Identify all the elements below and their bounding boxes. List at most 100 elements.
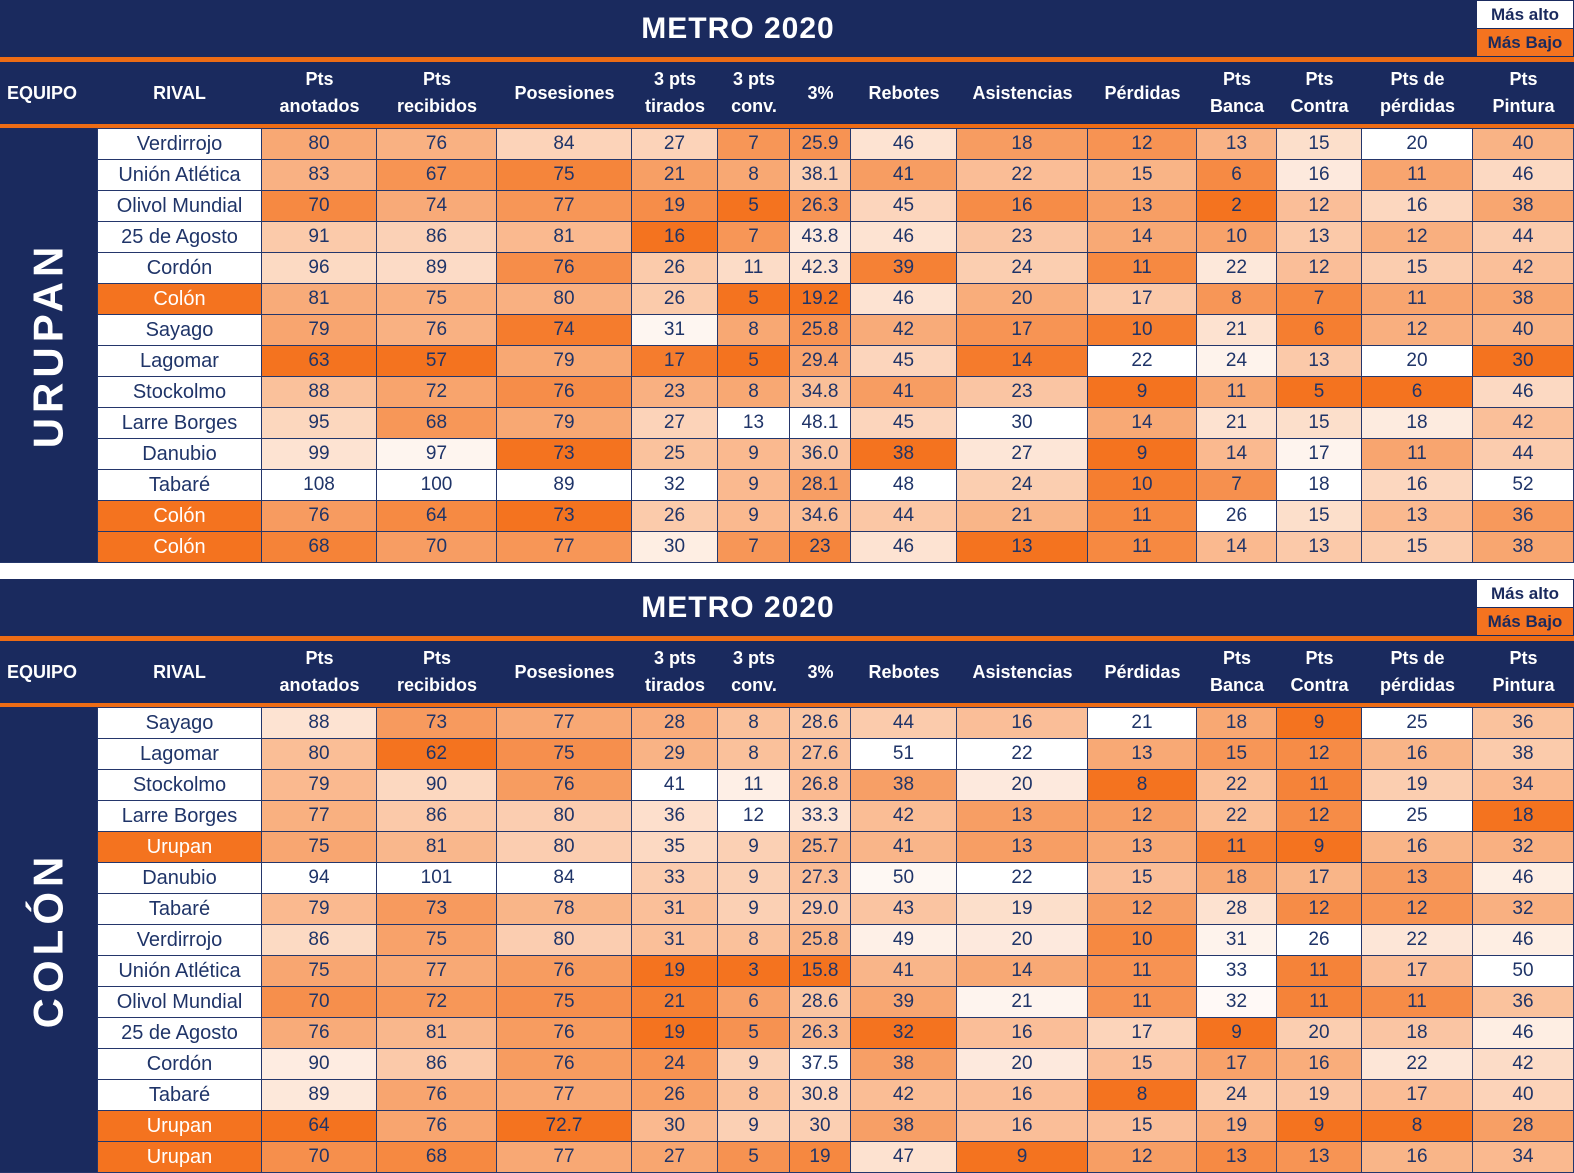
column-header-pts-anotados: Pts anotados (262, 62, 377, 124)
stat-cell-pts-recibidos: 86 (377, 1048, 497, 1079)
stat-cell-posesiones: 80 (497, 924, 632, 955)
column-header-pts-recibidos: Pts recibidos (377, 62, 497, 124)
stat-cell-asistencias: 16 (957, 1079, 1088, 1110)
stat-cell-pts-de-perdidas: 11 (1362, 438, 1473, 469)
stat-cell-pts-banca: 2 (1197, 190, 1277, 221)
stat-cell-tres-pts-tirados: 26 (632, 252, 718, 283)
column-header-label: Pts (1305, 69, 1334, 89)
stat-cell-pts-recibidos: 68 (377, 407, 497, 438)
stat-cell-asistencias: 16 (957, 190, 1088, 221)
stat-cell-tres-pts-conv: 7 (718, 221, 790, 252)
stat-cell-perdidas: 22 (1088, 345, 1197, 376)
column-header-pts-recibidos: Pts recibidos (377, 641, 497, 703)
stat-cell-tres-pct: 43.8 (790, 221, 851, 252)
stat-cell-pts-recibidos: 75 (377, 283, 497, 314)
stat-cell-posesiones: 77 (497, 1079, 632, 1110)
column-header-label: Contra (1290, 96, 1349, 116)
stat-cell-posesiones: 75 (497, 738, 632, 769)
stat-cell-asistencias: 18 (957, 128, 1088, 159)
stat-cell-pts-contra: 6 (1277, 314, 1362, 345)
stat-cell-pts-contra: 12 (1277, 800, 1362, 831)
stat-cell-tres-pts-conv: 7 (718, 531, 790, 562)
stat-cell-posesiones: 75 (497, 159, 632, 190)
stat-cell-tres-pts-tirados: 30 (632, 1110, 718, 1141)
stat-cell-pts-pintura: 42 (1473, 252, 1574, 283)
stat-cell-tres-pts-tirados: 19 (632, 955, 718, 986)
stat-cell-pts-recibidos: 76 (377, 1110, 497, 1141)
stat-cell-rebotes: 38 (851, 1110, 957, 1141)
stat-cell-posesiones: 73 (497, 438, 632, 469)
divider-line (0, 124, 1574, 128)
column-header-label: Banca (1209, 675, 1265, 695)
stat-cell-pts-anotados: 75 (262, 955, 377, 986)
stat-cell-perdidas: 17 (1088, 283, 1197, 314)
column-header-label: Banca (1209, 96, 1265, 116)
stat-cell-tres-pts-tirados: 41 (632, 769, 718, 800)
stat-cell-pts-anotados: 81 (262, 283, 377, 314)
column-header-label: conv. (731, 96, 777, 116)
column-header-label: Pts de (1390, 648, 1445, 668)
stat-cell-posesiones: 77 (497, 707, 632, 738)
rival-cell: Lagomar (97, 345, 262, 376)
rival-cell: Danubio (97, 438, 262, 469)
column-header-label: Pts (305, 69, 334, 89)
stat-cell-rebotes: 41 (851, 159, 957, 190)
stat-cell-pts-pintura: 46 (1473, 924, 1574, 955)
stat-cell-perdidas: 14 (1088, 221, 1197, 252)
rival-cell: Colón (97, 283, 262, 314)
stat-cell-tres-pct: 29.4 (790, 345, 851, 376)
stat-cell-perdidas: 11 (1088, 500, 1197, 531)
stat-cell-pts-de-perdidas: 8 (1362, 1110, 1473, 1141)
stat-cell-rebotes: 46 (851, 128, 957, 159)
stat-cell-tres-pct: 33.3 (790, 800, 851, 831)
stat-cell-posesiones: 77 (497, 1141, 632, 1172)
stat-cell-pts-de-perdidas: 25 (1362, 800, 1473, 831)
stat-cell-rebotes: 32 (851, 1017, 957, 1048)
stat-cell-asistencias: 9 (957, 1141, 1088, 1172)
stat-cell-tres-pct: 30.8 (790, 1079, 851, 1110)
stat-cell-asistencias: 22 (957, 862, 1088, 893)
column-header-label: Pts (1222, 69, 1251, 89)
stat-cell-tres-pts-conv: 11 (718, 252, 790, 283)
column-header-label: conv. (731, 675, 777, 695)
column-header-rival: RIVAL (97, 62, 262, 124)
column-header-posesiones: Posesiones (497, 641, 632, 703)
stat-cell-asistencias: 13 (957, 800, 1088, 831)
stat-cell-pts-pintura: 40 (1473, 128, 1574, 159)
stat-cell-pts-anotados: 79 (262, 314, 377, 345)
column-header-label: anotados (279, 96, 360, 116)
column-header-label: Pérdidas (1104, 82, 1181, 103)
column-header-label: recibidos (396, 96, 478, 116)
legend-highest: Más alto (1476, 0, 1574, 29)
stat-cell-tres-pct: 26.3 (790, 190, 851, 221)
column-header-label: Pintura (1492, 675, 1555, 695)
stat-cell-tres-pts-conv: 8 (718, 159, 790, 190)
stat-cell-pts-de-perdidas: 11 (1362, 159, 1473, 190)
stat-cell-rebotes: 45 (851, 345, 957, 376)
color-scale-legend: Más alto Más Bajo (1476, 579, 1574, 636)
stat-cell-tres-pct: 34.8 (790, 376, 851, 407)
stat-cell-posesiones: 80 (497, 283, 632, 314)
stat-cell-asistencias: 20 (957, 1048, 1088, 1079)
stat-cell-tres-pts-tirados: 21 (632, 986, 718, 1017)
stat-cell-rebotes: 43 (851, 893, 957, 924)
stat-cell-asistencias: 19 (957, 893, 1088, 924)
stat-cell-pts-pintura: 32 (1473, 831, 1574, 862)
stat-cell-perdidas: 12 (1088, 1141, 1197, 1172)
column-header-label: 3 pts (653, 69, 696, 89)
table-section-colon: METRO 2020 Más alto Más Bajo EQUIPO RIVAL… (0, 579, 1574, 1173)
stat-cell-tres-pct: 28.6 (790, 986, 851, 1017)
stat-cell-pts-recibidos: 77 (377, 955, 497, 986)
stat-cell-tres-pct: 42.3 (790, 252, 851, 283)
stat-cell-pts-pintura: 34 (1473, 769, 1574, 800)
stat-cell-pts-recibidos: 86 (377, 800, 497, 831)
stat-cell-rebotes: 41 (851, 376, 957, 407)
stat-cell-pts-contra: 19 (1277, 1079, 1362, 1110)
stat-cell-tres-pts-tirados: 36 (632, 800, 718, 831)
stat-cell-posesiones: 79 (497, 345, 632, 376)
stat-cell-rebotes: 38 (851, 1048, 957, 1079)
stat-cell-pts-banca: 32 (1197, 986, 1277, 1017)
stat-cell-tres-pts-tirados: 26 (632, 1079, 718, 1110)
stat-cell-tres-pct: 30 (790, 1110, 851, 1141)
